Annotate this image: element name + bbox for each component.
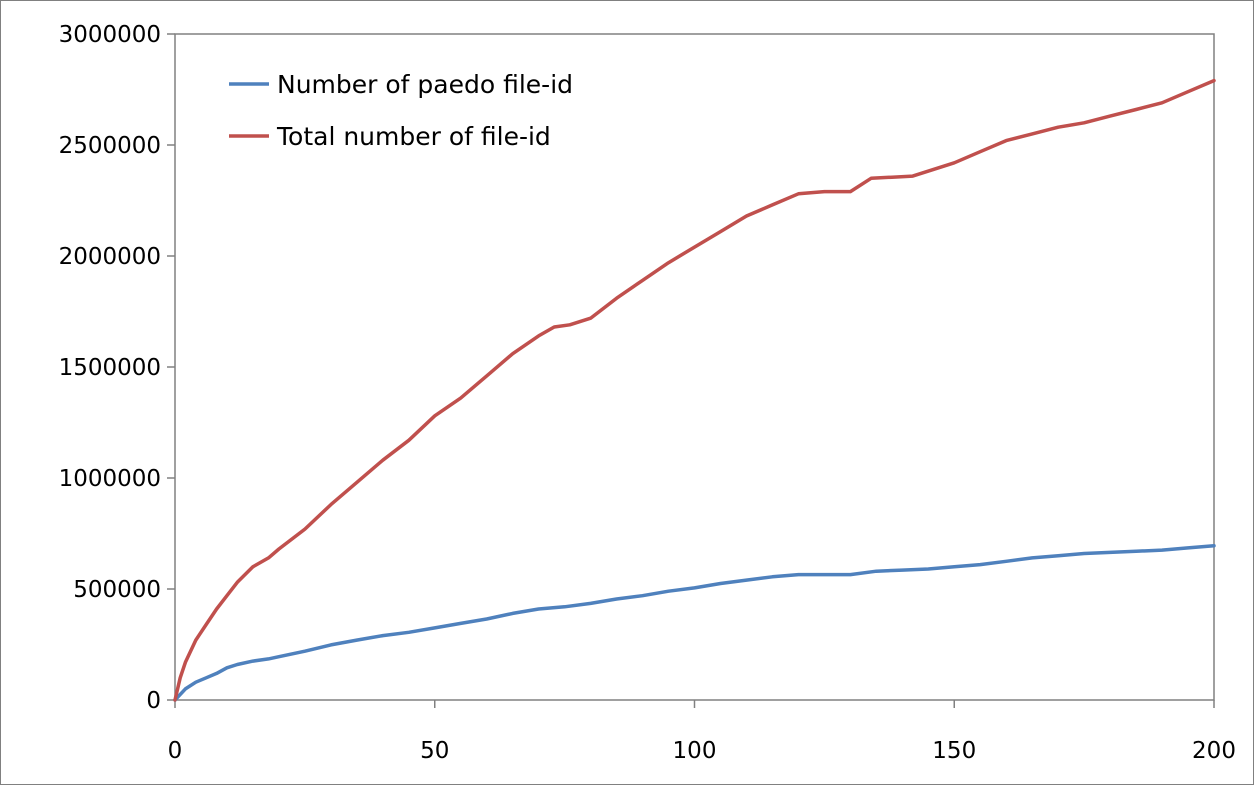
y-tick-label: 1000000 [59, 466, 161, 492]
y-tick-label: 0 [146, 688, 161, 714]
series-lines [175, 81, 1214, 701]
x-axis: 0 50 100 150 200 [168, 700, 1236, 764]
y-tick-label: 1500000 [59, 355, 161, 381]
y-axis: 0 500000 1000000 1500000 2000000 2500000 30000… [59, 22, 175, 714]
y-tick-label: 3000000 [59, 22, 161, 48]
x-tick-label: 100 [673, 738, 717, 764]
y-tick-label: 2500000 [59, 133, 161, 159]
series-line-1 [175, 81, 1214, 700]
x-tick-label: 50 [420, 738, 449, 764]
x-tick-label: 200 [1192, 738, 1236, 764]
legend-label: Number of paedo file-id [277, 70, 573, 99]
legend: Number of paedo file-id Total number of f… [229, 70, 573, 151]
y-tick-label: 500000 [73, 577, 161, 603]
y-tick-label: 2000000 [59, 244, 161, 270]
x-tick-label: 0 [168, 738, 183, 764]
x-tick-label: 150 [932, 738, 976, 764]
legend-label: Total number of file-id [276, 122, 551, 151]
series-line-0 [175, 546, 1214, 700]
